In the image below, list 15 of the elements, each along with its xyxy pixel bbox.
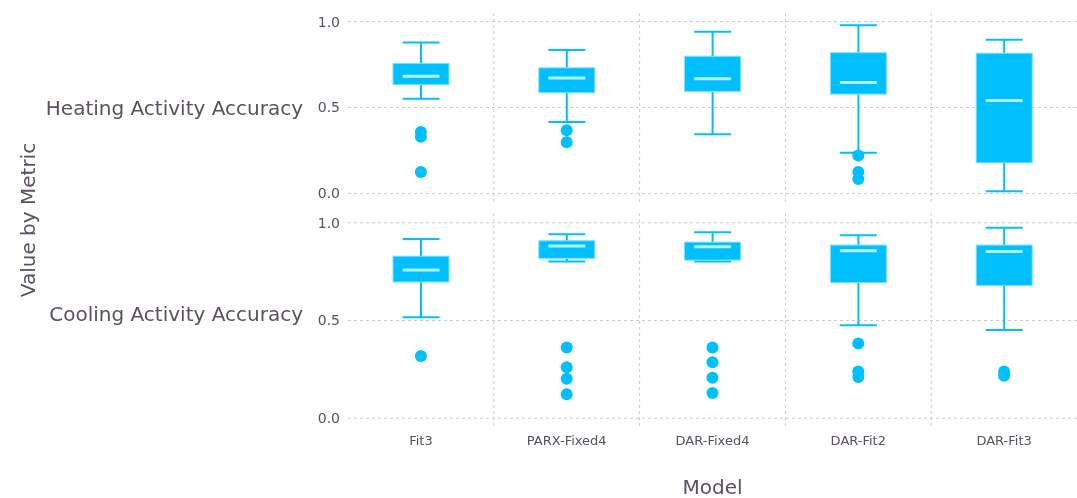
- x-tick-label: DAR-Fit3: [976, 433, 1032, 449]
- x-tick-label: DAR-Fixed4: [675, 433, 750, 449]
- x-tick-label: Fit3: [409, 433, 433, 449]
- y-tick-label: 1.0: [317, 214, 340, 231]
- y-axis-title: Cooling Activity Accuracy: [49, 302, 303, 326]
- y-tick-label: 0.0: [317, 185, 340, 202]
- x-tick-label: DAR-Fit2: [830, 433, 886, 449]
- x-axis-title: Model: [682, 475, 743, 498]
- y-tick-label: 1.0: [317, 13, 340, 30]
- y-tick-label: 0.5: [317, 312, 340, 329]
- y-axis-title: Heating Activity Accuracy: [45, 96, 303, 120]
- y-tick-label: 0.5: [317, 99, 340, 116]
- y-tick-label: 0.0: [317, 410, 340, 427]
- x-tick-label: PARX-Fixed4: [526, 433, 607, 449]
- text: Value by Metric: [16, 141, 40, 300]
